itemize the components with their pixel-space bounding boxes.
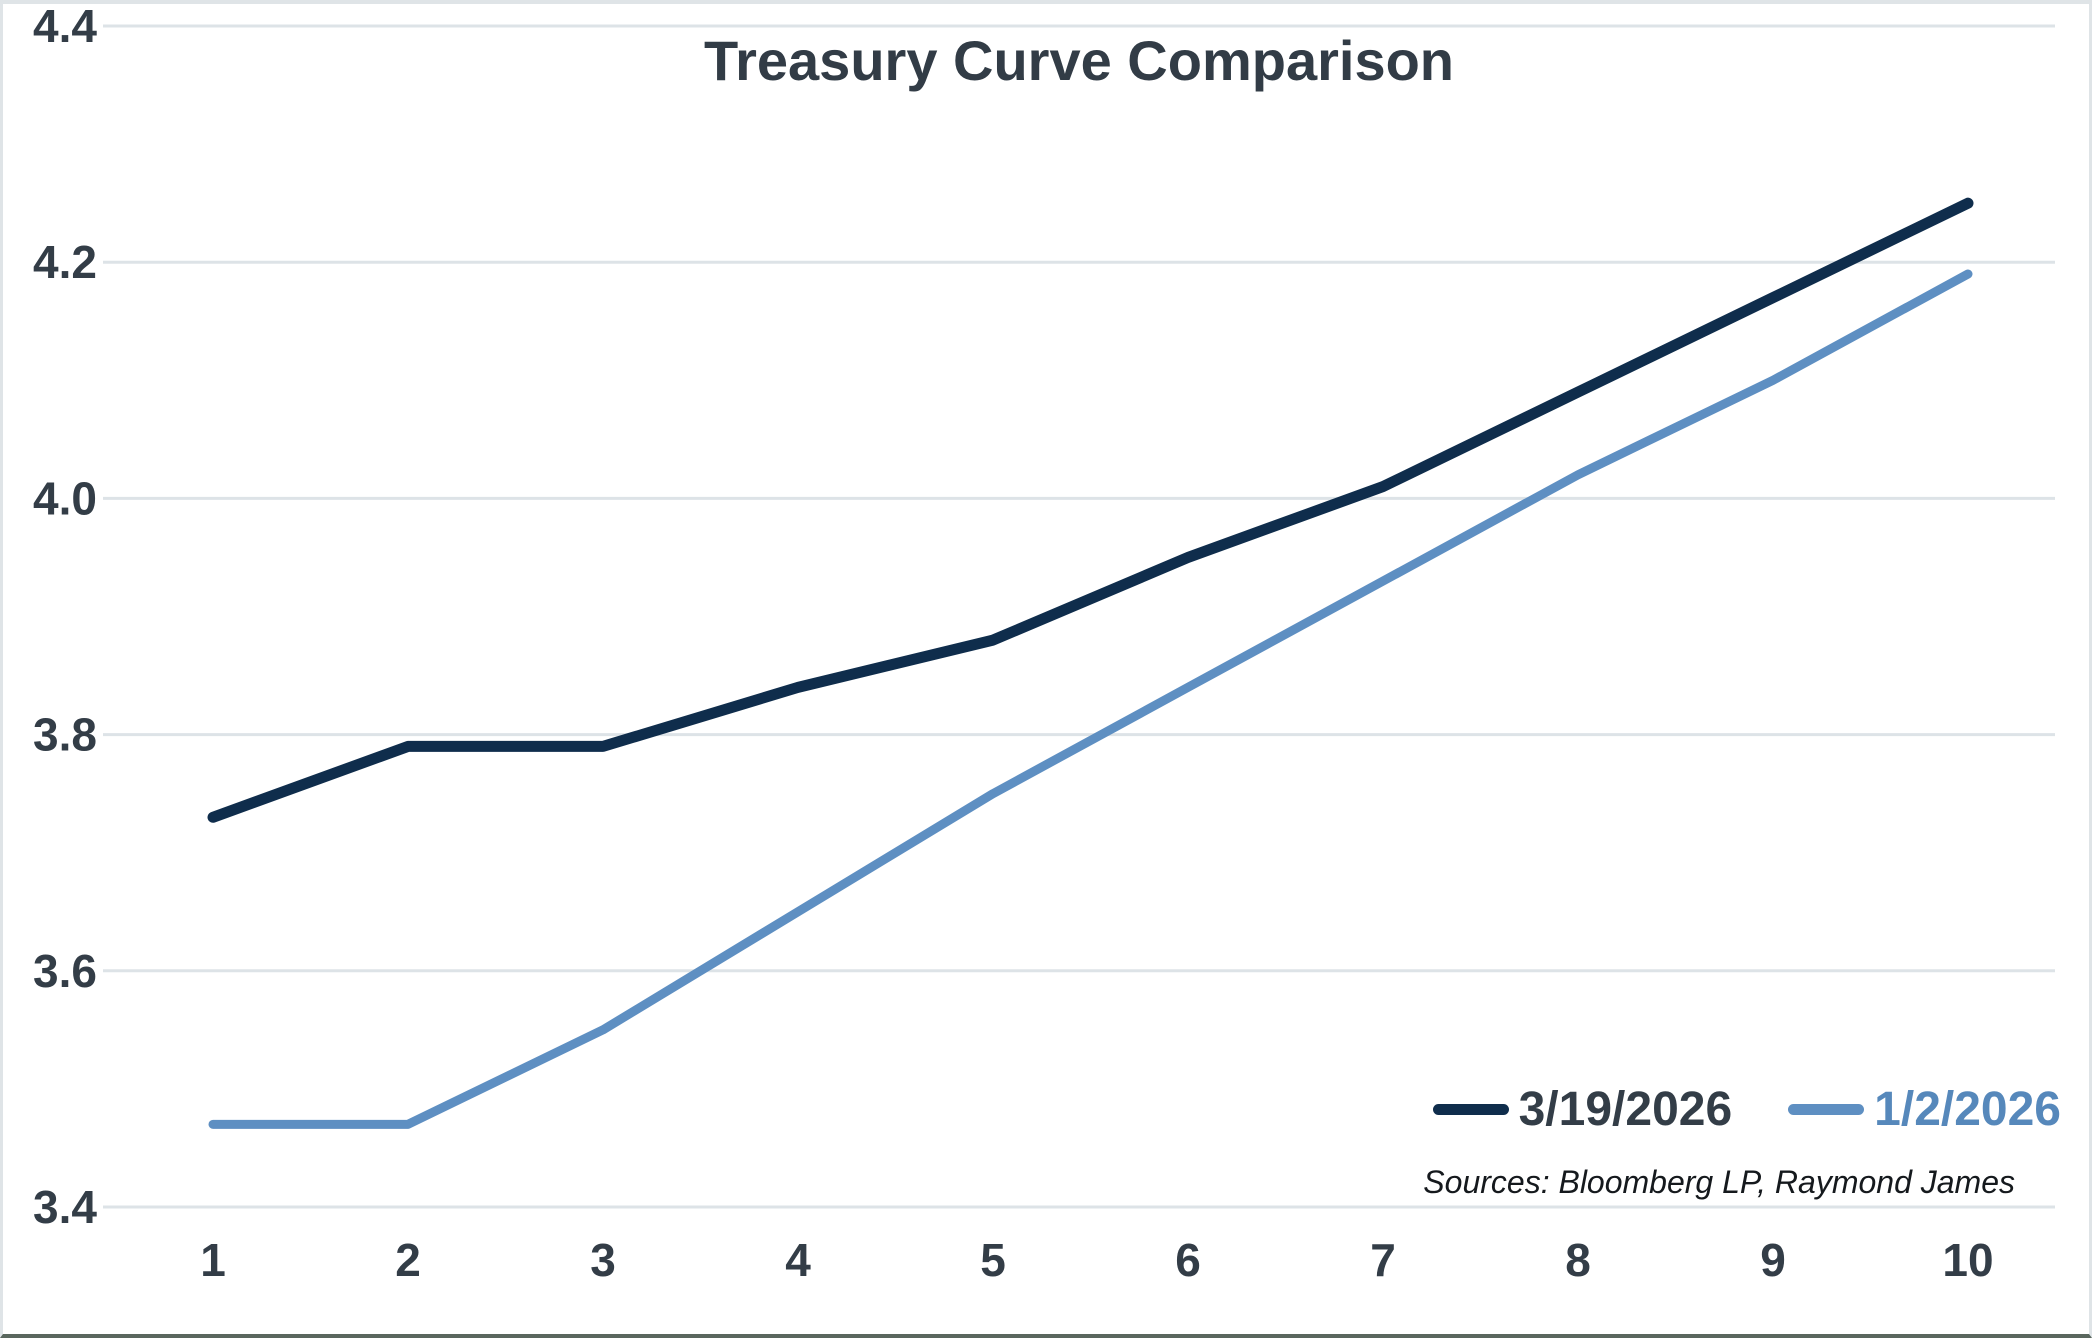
x-axis-tick-label: 6 bbox=[1175, 1234, 1201, 1286]
legend: 3/19/2026 1/2/2026 bbox=[1432, 1082, 2061, 1137]
x-axis-tick-label: 7 bbox=[1370, 1234, 1396, 1286]
x-axis-tick-label: 5 bbox=[980, 1234, 1006, 1286]
x-axis-tick-label: 3 bbox=[590, 1234, 616, 1286]
series-line-dark bbox=[207, 197, 1974, 823]
legend-item-series-2: 1/2/2026 bbox=[1788, 1082, 2061, 1137]
y-axis-tick-label: 3.4 bbox=[33, 1181, 97, 1233]
x-axis-tick-label: 1 bbox=[200, 1234, 226, 1286]
y-axis-tick-label: 4.2 bbox=[33, 236, 97, 288]
plot-area: 3.4 3.6 3.8 4.0 4.2 4.4 1 2 3 4 5 6 7 8 9 10 bbox=[33, 4, 2055, 1286]
y-axis-tick-label: 3.8 bbox=[33, 709, 97, 761]
legend-item-series-1: 3/19/2026 bbox=[1432, 1082, 1733, 1137]
y-axis-tick-label: 4.0 bbox=[33, 472, 97, 524]
y-axis-tick-label: 3.6 bbox=[33, 945, 97, 997]
x-axis-tick-label: 10 bbox=[1942, 1234, 1993, 1286]
x-axis-tick-label: 8 bbox=[1565, 1234, 1591, 1286]
chart-title: Treasury Curve Comparison bbox=[703, 29, 1455, 92]
y-axis-tick-label: 4.4 bbox=[33, 4, 97, 52]
series-line-blue bbox=[208, 269, 1973, 1129]
legend-label-series-1: 3/19/2026 bbox=[1518, 1083, 1733, 1136]
legend-label-series-2: 1/2/2026 bbox=[1874, 1083, 2061, 1136]
legend-line-swatch-blue bbox=[1788, 1104, 1865, 1115]
x-axis-tick-label: 2 bbox=[395, 1234, 421, 1286]
x-axis-tick-label: 9 bbox=[1760, 1234, 1786, 1286]
source-note: Sources: Bloomberg LP, Raymond James bbox=[1423, 1164, 2015, 1200]
legend-line-swatch-dark bbox=[1432, 1104, 1509, 1115]
x-axis-tick-label: 4 bbox=[785, 1234, 811, 1286]
